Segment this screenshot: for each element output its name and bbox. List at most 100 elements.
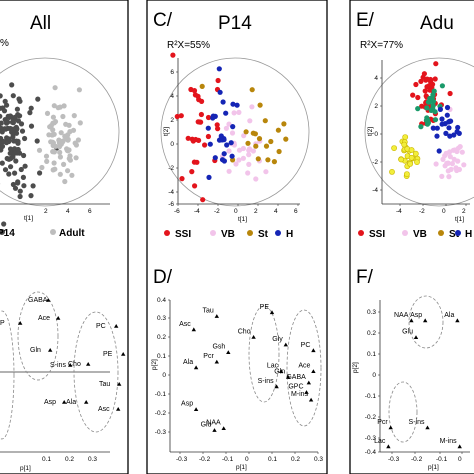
metabolite-label: Gln [274, 368, 285, 375]
vb-point [250, 148, 256, 154]
p14-point [12, 170, 18, 176]
p14-point [0, 120, 4, 126]
adult-point [75, 137, 81, 143]
panel-c-letter: C/ [153, 10, 173, 31]
h-point [456, 130, 462, 136]
tick-label: 6 [88, 208, 92, 215]
loading-marker [116, 407, 121, 411]
metabolite-label: Asc [98, 406, 110, 413]
metabolite-label: S-ins [409, 419, 425, 426]
h-point [448, 118, 454, 124]
tick-label: 2 [170, 117, 174, 124]
panel-a-loading-x-label: p[1] [20, 465, 31, 472]
p14-point [35, 96, 41, 102]
ssi-point [198, 111, 204, 118]
tick-label: -2 [419, 208, 425, 215]
ssi-point [447, 90, 453, 97]
vb-point [459, 149, 465, 155]
vb-point [451, 156, 457, 162]
vb-point [241, 133, 247, 139]
tick-label: 0.2 [291, 456, 300, 463]
loading-marker [409, 318, 414, 323]
adult-point [51, 131, 57, 137]
h-point [446, 125, 452, 131]
ssi-point [214, 122, 220, 128]
panel-f-loading-points: NAA Asp Glu Ala Pcr Lac S-ins M-ins [374, 312, 462, 449]
tick-label: -0.3 [365, 435, 377, 442]
p14-point [17, 193, 23, 200]
tick-label: 0.3 [367, 309, 376, 316]
cluster-ellipse [286, 309, 322, 427]
p14-point [1, 108, 8, 114]
tick-label: 2 [254, 208, 258, 215]
st-point [268, 138, 274, 145]
h-point [217, 137, 223, 143]
loading-marker [191, 327, 196, 332]
tick-label: -0.1 [222, 456, 234, 463]
legend-label-h: H [465, 229, 472, 240]
p14-point [7, 113, 13, 119]
vb-point [439, 173, 445, 179]
loading-marker [68, 363, 73, 367]
h-point [434, 125, 440, 131]
p14-point [9, 82, 15, 88]
panel-e-legend: SSI VB St H [358, 229, 472, 240]
tick-label: 0.3 [88, 456, 97, 463]
loading-marker [193, 365, 199, 370]
st-point [275, 127, 281, 133]
legend-marker-vb [402, 230, 408, 236]
vb-point [246, 146, 253, 152]
green-point [424, 115, 430, 121]
p14-point [21, 152, 27, 159]
panel-a-score-points [0, 82, 83, 227]
p14-point [15, 140, 21, 146]
p14-point [15, 146, 21, 153]
tick-label: 6 [294, 208, 298, 215]
tick-label: 0.3 [157, 315, 166, 322]
vb-point [247, 118, 253, 124]
metabolite-label: Pcr [203, 353, 214, 360]
tick-label: -2 [214, 208, 220, 215]
loading-marker [48, 348, 53, 352]
legend-label-vb: VB [413, 229, 427, 240]
adult-point [50, 127, 56, 133]
ssi-point [170, 52, 176, 58]
vb-point [263, 169, 269, 175]
cluster-ellipse [248, 305, 280, 403]
ssi-point [421, 71, 427, 77]
vb-point [446, 174, 452, 180]
ssi-point [205, 133, 211, 140]
panel-c-hotelling-ellipse [160, 57, 310, 207]
vb-point [236, 157, 242, 163]
metabolite-label: PC [301, 342, 311, 349]
panel-e-score-points [389, 61, 467, 180]
yellow-point [401, 141, 408, 148]
ssi-point [179, 176, 185, 182]
panel-c-frame [146, 0, 328, 474]
metabolite-label: NAA [206, 420, 221, 427]
tick-label: 2 [44, 208, 48, 215]
tick-label: 0.2 [157, 334, 166, 341]
loading-marker [308, 397, 314, 402]
tick-label: 0 [374, 131, 378, 138]
p14-point [21, 183, 27, 189]
panel-e-title: Adu [420, 13, 454, 34]
loading-marker [62, 400, 67, 404]
ssi-point [413, 81, 419, 88]
adult-point [59, 139, 66, 145]
vb-point [433, 161, 439, 167]
adult-point [69, 172, 75, 178]
metabolite-label: Asp [44, 399, 56, 406]
tick-label: 4 [274, 208, 278, 215]
tick-label: 2 [374, 103, 378, 110]
ssi-point [194, 159, 200, 165]
metabolite-label: PE [260, 304, 270, 311]
yellow-point [408, 147, 415, 153]
ssi-point [415, 94, 421, 101]
adult-point [61, 161, 67, 167]
ssi-point [433, 61, 439, 67]
p14-point [17, 188, 23, 194]
ssi-point [190, 138, 196, 144]
panel-e-r2: R²X=77% [360, 40, 403, 51]
